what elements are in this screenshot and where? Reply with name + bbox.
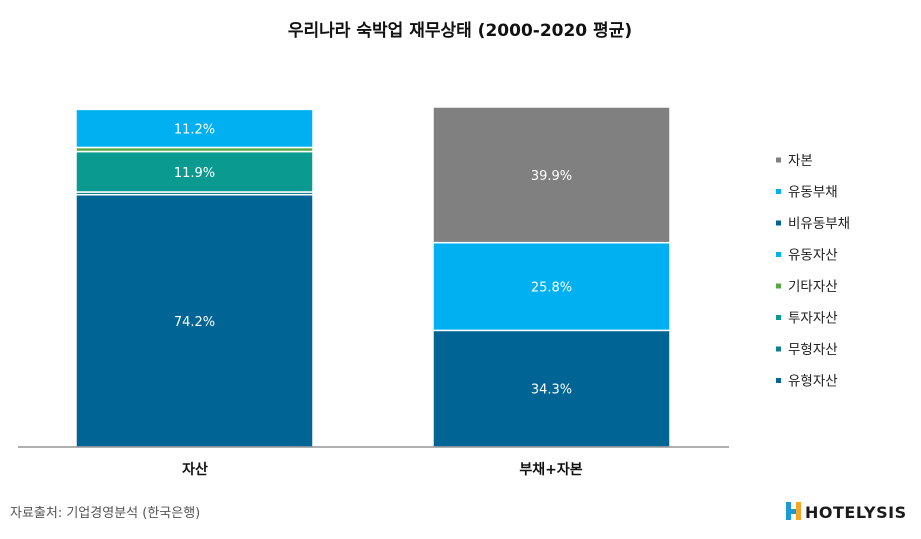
- data-label-1-7: 39.9%: [531, 169, 572, 184]
- legend-label-1: 유동부채: [788, 185, 838, 201]
- hotelysis-logo-icon: [786, 502, 801, 520]
- data-label-0-0: 74.2%: [174, 315, 215, 330]
- brand-name: HOTELYSIS: [805, 503, 907, 522]
- bar-segment-0-4: [75, 108, 314, 149]
- data-label-1-6: 25.8%: [531, 281, 572, 296]
- chart-title: 우리나라 숙박업 재무상태 (2000-2020 평균): [288, 21, 632, 41]
- legend-swatch-1: [776, 189, 781, 194]
- legend-swatch-4: [776, 283, 781, 289]
- data-label-0-4: 11.2%: [174, 122, 215, 137]
- legend-swatch-6: [776, 346, 781, 352]
- legend-swatch-7: [776, 378, 781, 383]
- bar-segment-1-7: [432, 106, 671, 244]
- data-labels-layer: 74.2% 11.9% 11.2% 34.3% 25.8% 39.9%: [174, 122, 572, 397]
- legend-swatch-2: [776, 220, 781, 226]
- legend-label-7: 유형자산: [788, 374, 838, 390]
- legend-swatch-5: [776, 315, 781, 320]
- legend-swatch-3: [776, 252, 781, 257]
- bar-segment-0-2: [75, 150, 314, 193]
- brand-logo: HOTELYSIS: [786, 502, 907, 522]
- legend-label-5: 투자자산: [788, 311, 838, 327]
- bar-segment-1-5: [432, 329, 671, 448]
- data-label-1-5: 34.3%: [531, 383, 572, 398]
- x-tick-label-assets: 자산: [182, 461, 208, 478]
- legend-label-2: 비유동부채: [788, 216, 850, 232]
- bars-layer: [75, 106, 671, 448]
- legend-label-4: 기타자산: [788, 279, 838, 295]
- x-tick-label-liabilities-equity: 부채+자본: [519, 462, 582, 478]
- bar-segment-0-0: [75, 193, 314, 448]
- legend-label-6: 무형자산: [788, 342, 838, 358]
- legend-label-3: 유동자산: [788, 248, 838, 264]
- legend-label-0: 자본: [788, 153, 813, 169]
- legend-swatch-0: [776, 157, 781, 163]
- data-label-0-2: 11.9%: [174, 166, 215, 181]
- source-note: 자료출처: 기업경영분석 (한국은행): [10, 505, 200, 521]
